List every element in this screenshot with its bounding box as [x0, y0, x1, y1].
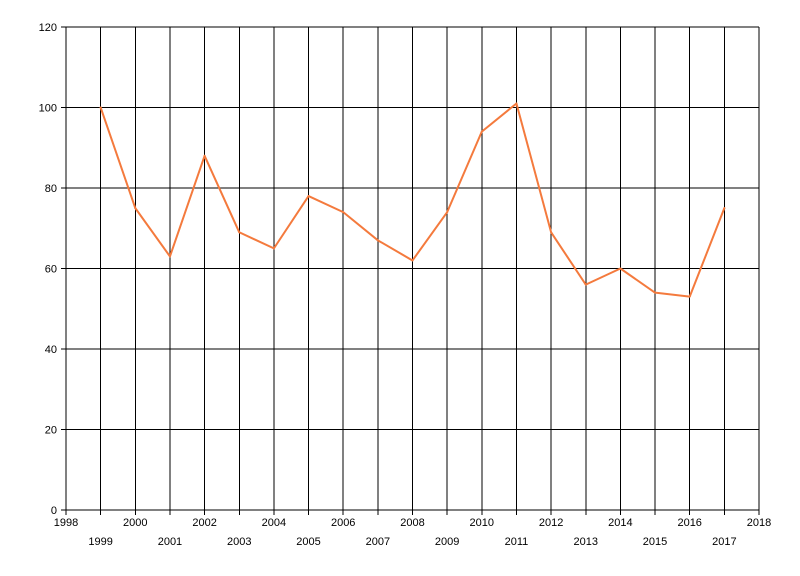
y-axis-tick-labels: 0 20 40 60 80 100 120 — [39, 22, 57, 517]
x-tick-label: 2007 — [366, 536, 390, 548]
data-point — [99, 106, 102, 109]
x-tick-label: 2009 — [435, 536, 459, 548]
y-tick-label: 60 — [45, 264, 57, 276]
data-point — [584, 283, 587, 286]
data-point — [203, 154, 206, 157]
data-point — [376, 239, 379, 242]
data-point — [238, 231, 241, 234]
data-point — [619, 267, 622, 270]
y-tick-label: 80 — [45, 183, 57, 195]
y-tick-label: 120 — [39, 22, 57, 34]
data-point — [168, 255, 171, 258]
series — [99, 102, 726, 298]
x-tick-label: 2001 — [158, 536, 182, 548]
x-tick-label: 1998 — [54, 517, 78, 529]
data-point — [480, 130, 483, 133]
x-axis-tick-labels: 1998 1999 2000 2001 2002 2003 2004 2005 2006 2007… — [54, 517, 771, 548]
data-point — [723, 207, 726, 210]
x-tick-label: 2012 — [539, 517, 563, 529]
y-tick-label: 0 — [51, 505, 57, 517]
x-tick-label: 2000 — [123, 517, 147, 529]
data-point — [342, 211, 345, 214]
x-tick-label: 2018 — [747, 517, 771, 529]
x-tick-label: 2013 — [574, 536, 598, 548]
x-tick-label: 2008 — [400, 517, 424, 529]
data-point — [307, 195, 310, 198]
axes — [65, 27, 759, 511]
x-tick-label: 1999 — [88, 536, 112, 548]
y-tick-label: 40 — [45, 344, 57, 356]
x-tick-label: 2004 — [262, 517, 286, 529]
grid-lines — [61, 26, 760, 515]
x-tick-label: 2005 — [296, 536, 320, 548]
data-point — [688, 295, 691, 298]
y-tick-label: 20 — [45, 425, 57, 437]
data-point — [272, 247, 275, 250]
data-point — [515, 102, 518, 105]
x-tick-label: 2016 — [677, 517, 701, 529]
x-tick-label: 2010 — [470, 517, 494, 529]
x-tick-label: 2011 — [505, 536, 529, 548]
x-tick-label: 2006 — [331, 517, 355, 529]
x-tick-label: 2014 — [608, 517, 632, 529]
data-point — [411, 259, 414, 262]
x-tick-label: 2002 — [192, 517, 216, 529]
data-point — [446, 211, 449, 214]
y-tick-label: 100 — [39, 103, 57, 115]
x-tick-label: 2003 — [227, 536, 251, 548]
data-point — [654, 291, 657, 294]
x-tick-label: 2017 — [712, 536, 736, 548]
x-tick-label: 2015 — [643, 536, 667, 548]
data-point — [134, 207, 137, 210]
data-point — [550, 231, 553, 234]
